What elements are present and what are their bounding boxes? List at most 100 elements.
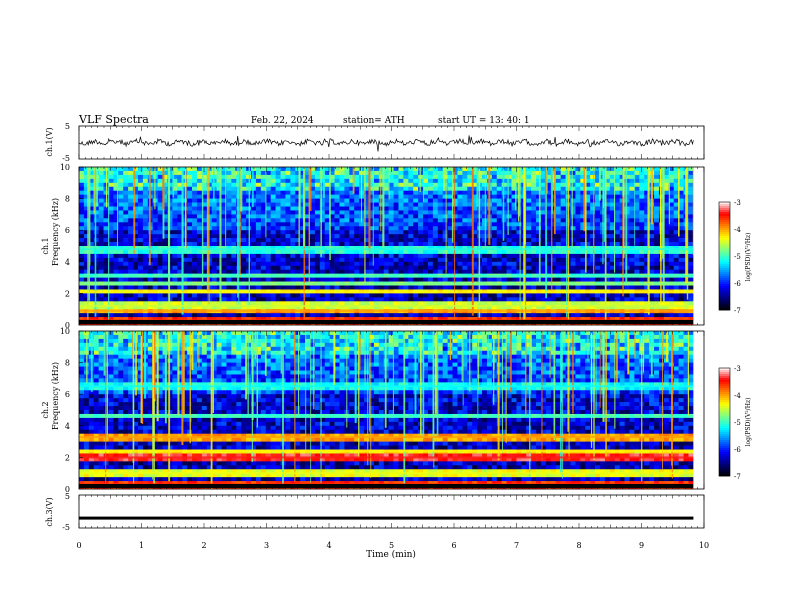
spectrogram-cell [629,305,635,310]
spectrogram-cell [280,218,286,223]
spectrogram-cell [639,277,645,282]
spectrogram-cell [334,170,340,176]
spectrogram-cell [79,218,85,223]
spectrogram-cell [378,301,385,306]
spectrogram-cell [133,190,139,195]
spectrogram-cell [260,238,267,243]
spectrogram-cell [585,230,591,235]
spectrogram-cell [496,253,502,259]
spectrogram-cell [364,269,370,274]
spectrogram-cell [128,246,134,251]
spectrogram-cell [585,317,591,322]
spectrogram-cell [314,249,321,255]
spectrogram-cell [609,246,616,251]
spectrogram-cell [614,218,620,223]
spectrogram-cell [536,226,542,231]
spectrogram-cell [83,293,90,298]
spectrogram-cell [649,246,655,251]
spectrogram-cell [152,313,158,318]
spectrogram-cell [536,234,542,239]
spectrogram-cell [545,214,552,219]
spectrogram-cell [531,218,537,223]
spectrogram-cell [216,210,222,215]
spectrogram-cell [619,261,625,267]
spectrogram-cell [541,210,547,215]
spectrogram-cell [644,297,650,302]
spectrogram-cell [226,234,232,239]
spectrogram-cell [398,293,404,298]
spectrogram-cell [162,182,168,188]
spectrogram-cell [644,293,650,298]
spectrogram-cell [570,186,576,191]
spectrogram-cell [472,182,478,188]
spectrogram-cell [570,218,576,223]
spectrogram-cell [545,249,552,255]
spectrogram-cell [614,230,620,235]
spectrogram-cell [462,261,468,267]
spectrogram-cell [113,293,119,298]
spectrogram-cell [305,218,311,223]
spectrogram-cell [88,218,95,223]
spectrogram-cell [418,206,424,211]
spectrogram-cell [457,249,463,255]
spectrogram-cell [570,178,576,184]
spectrogram-cell [545,253,552,259]
spectrogram-cell [609,190,616,195]
spectrogram-cell [654,301,660,306]
spectrogram-cell [654,190,660,195]
spectrogram-cell [442,190,448,195]
spectrogram-cell [300,238,306,243]
spectrogram-cell [113,242,119,247]
spectrogram-cell [447,313,453,318]
spectrogram-cell [324,167,330,172]
spectrogram-cell [526,194,532,199]
spectrogram-cell [280,182,286,188]
spectrogram-cell [580,277,586,282]
spectrogram-cell [388,234,394,239]
spectrogram-cell [639,253,645,259]
spectrogram-cell [162,257,168,263]
spectrogram-cell [108,293,114,298]
spectrogram-cell [516,218,522,223]
spectrogram-cell [187,277,193,282]
spectrogram-cell [334,222,340,227]
spectrogram-cell [133,305,139,310]
spectrogram-cell [83,206,90,211]
spectrogram-cell [339,257,345,263]
spectrogram-cell [265,202,271,207]
spectrogram-cell [123,293,129,298]
spectrogram-cell [211,226,217,231]
spectrogram-cell [103,230,109,235]
spectrogram-cell [295,202,301,207]
spectrogram-cell [541,317,547,322]
spectrogram-cell [329,230,335,235]
spectrogram-cell [285,253,291,259]
spectrogram-cell [437,317,444,322]
spectrogram-cell [447,170,453,176]
spectrogram-cell [526,246,532,251]
spectrogram-cell [137,234,144,239]
spectrogram-cell [354,198,360,203]
spectrogram-cell [634,234,640,239]
spectrogram-cell [216,246,222,251]
spectrogram-cell [634,301,640,306]
spectrogram-cell [157,178,163,184]
spectrogram-cell [560,202,566,207]
spectrogram-cell [496,222,502,227]
spectrogram-cell [270,242,276,247]
spectrogram-cell [157,222,163,227]
spectrogram-cell [437,218,444,223]
spectrogram-cell [388,269,394,274]
spectrogram-cell [570,238,576,243]
spectrogram-cell [604,269,611,274]
spectrogram-cell [550,269,557,274]
spectrogram-cell [88,253,95,259]
spectrogram-cell [142,194,149,199]
spectrogram-cell [614,317,620,322]
spectrogram-cell [388,317,394,322]
spectrogram-cell [423,190,429,195]
spectrogram-cell [447,182,453,188]
spectrogram-cell [467,293,473,298]
spectrogram-cell [432,297,439,302]
spectrogram-cell [260,214,267,219]
